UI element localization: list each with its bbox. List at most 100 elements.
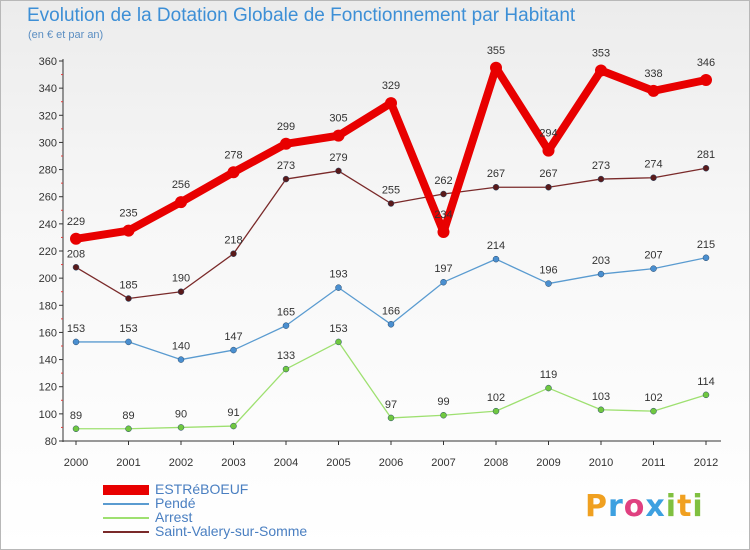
legend-item-estreboeuf[interactable]: ESTRéBOEUF — [103, 481, 423, 497]
data-label-saint-valery-2005: 279 — [329, 152, 347, 164]
x-tick-label-2007: 2007 — [431, 457, 455, 469]
legend-item-arrest[interactable]: Arrest — [103, 509, 423, 525]
data-label-pende-2003: 147 — [224, 331, 242, 343]
chart-subtitle: (en € et par an) — [28, 29, 104, 41]
data-label-estreboeuf-2003: 278 — [224, 149, 242, 161]
x-tick-label-2009: 2009 — [536, 457, 560, 469]
data-label-arrest-2012: 114 — [697, 376, 715, 388]
data-label-estreboeuf-2010: 353 — [592, 48, 610, 60]
data-label-pende-2010: 203 — [592, 255, 610, 267]
data-point-arrest-2000 — [72, 425, 80, 433]
y-tick-label-140: 140 — [39, 355, 57, 367]
y-tick-label-220: 220 — [39, 246, 57, 258]
legend-label-arrest: Arrest — [155, 509, 193, 525]
y-tick-label-340: 340 — [39, 83, 57, 95]
data-label-arrest-2007: 99 — [437, 396, 449, 408]
data-label-arrest-2004: 133 — [277, 350, 295, 362]
data-point-arrest-2005 — [335, 338, 342, 346]
data-label-pende-2012: 215 — [697, 239, 715, 251]
data-label-arrest-2002: 90 — [175, 408, 187, 420]
data-label-estreboeuf-2006: 329 — [382, 80, 400, 92]
data-label-estreboeuf-2004: 299 — [277, 121, 295, 133]
data-label-saint-valery-2002: 190 — [172, 273, 190, 285]
data-point-estreboeuf-2000 — [70, 232, 82, 245]
y-tick-label-300: 300 — [39, 137, 57, 149]
y-tick-label-320: 320 — [39, 110, 57, 122]
logo-letter-5: i — [665, 489, 678, 524]
data-point-saint-valery-2001 — [125, 295, 132, 302]
data-label-saint-valery-2000: 208 — [67, 248, 85, 260]
data-point-arrest-2007 — [440, 411, 447, 419]
logo-letter-1: P — [585, 489, 608, 524]
x-tick-label-2002: 2002 — [169, 457, 193, 469]
data-point-arrest-2009 — [545, 384, 552, 392]
data-point-saint-valery-2011 — [650, 174, 657, 181]
data-label-estreboeuf-2009: 294 — [539, 128, 557, 140]
data-label-estreboeuf-2005: 305 — [329, 113, 347, 125]
data-label-arrest-2008: 102 — [487, 392, 505, 404]
legend-swatch-pende — [103, 503, 149, 505]
data-point-pende-2010 — [597, 270, 605, 278]
data-label-saint-valery-2008: 267 — [487, 168, 505, 180]
data-label-estreboeuf-2012: 346 — [697, 57, 715, 69]
data-point-estreboeuf-2010 — [595, 64, 607, 77]
logo-letter-6: t — [677, 489, 693, 524]
data-point-saint-valery-2009 — [545, 183, 552, 191]
x-tick-label-2008: 2008 — [484, 457, 508, 469]
data-point-pende-2009 — [545, 280, 552, 287]
y-tick-label-160: 160 — [39, 327, 57, 339]
legend-label-estreboeuf: ESTRéBOEUF — [155, 481, 249, 497]
data-label-arrest-2001: 89 — [122, 410, 134, 422]
data-label-pende-2002: 140 — [172, 341, 190, 353]
data-point-saint-valery-2000 — [72, 264, 80, 271]
data-label-arrest-2010: 103 — [592, 391, 610, 403]
data-label-pende-2008: 214 — [487, 240, 505, 252]
data-label-estreboeuf-2011: 338 — [644, 68, 662, 80]
x-tick-label-2001: 2001 — [116, 457, 140, 469]
data-label-pende-2009: 196 — [539, 265, 557, 277]
data-point-saint-valery-2012 — [702, 164, 710, 172]
data-point-pende-2011 — [650, 265, 657, 272]
data-label-saint-valery-2009: 267 — [539, 168, 557, 180]
data-label-arrest-2011: 102 — [644, 392, 662, 404]
data-point-arrest-2012 — [702, 391, 710, 399]
x-tick-label-2004: 2004 — [274, 457, 298, 469]
data-label-pende-2001: 153 — [119, 323, 137, 335]
x-tick-label-2012: 2012 — [694, 457, 718, 469]
data-point-arrest-2004 — [282, 365, 290, 373]
data-point-pende-2012 — [702, 254, 710, 262]
logo-letter-7: i — [692, 489, 704, 524]
data-point-saint-valery-2010 — [597, 175, 605, 183]
data-label-saint-valery-2010: 273 — [592, 160, 610, 172]
data-label-saint-valery-2012: 281 — [697, 149, 715, 161]
data-point-pende-2006 — [387, 321, 395, 328]
legend-label-pende: Pendé — [155, 495, 196, 511]
y-tick-label-200: 200 — [39, 273, 57, 285]
data-label-arrest-2009: 119 — [540, 369, 558, 381]
data-point-pende-2002 — [177, 356, 185, 363]
legend-swatch-arrest — [103, 517, 149, 519]
data-point-pende-2000 — [72, 338, 80, 346]
data-point-estreboeuf-2009 — [542, 144, 555, 157]
y-tick-label-260: 260 — [39, 192, 57, 204]
data-label-estreboeuf-2002: 256 — [172, 179, 190, 191]
data-point-pende-2005 — [335, 284, 342, 291]
data-point-estreboeuf-2008 — [490, 61, 502, 74]
data-label-pende-2005: 193 — [329, 269, 347, 281]
data-point-saint-valery-2004 — [282, 175, 290, 183]
legend-swatch-estreboeuf — [103, 485, 149, 495]
y-tick-label-100: 100 — [39, 409, 57, 421]
data-point-arrest-2008 — [492, 407, 500, 415]
data-point-arrest-2003 — [230, 422, 237, 430]
data-point-estreboeuf-2003 — [227, 166, 240, 179]
chart-title: Evolution de la Dotation Globale de Fonc… — [27, 5, 576, 26]
legend-item-saint-valery[interactable]: Saint-Valery-sur-Somme — [103, 523, 423, 539]
proxiti-logo[interactable]: Proxiti — [585, 489, 704, 524]
data-point-estreboeuf-2006 — [385, 97, 397, 110]
legend-item-pende[interactable]: Pendé — [103, 495, 423, 511]
data-point-saint-valery-2008 — [492, 183, 500, 191]
data-label-pende-2004: 165 — [277, 307, 295, 319]
data-point-saint-valery-2006 — [387, 200, 395, 207]
logo-letter-2: r — [608, 489, 624, 524]
